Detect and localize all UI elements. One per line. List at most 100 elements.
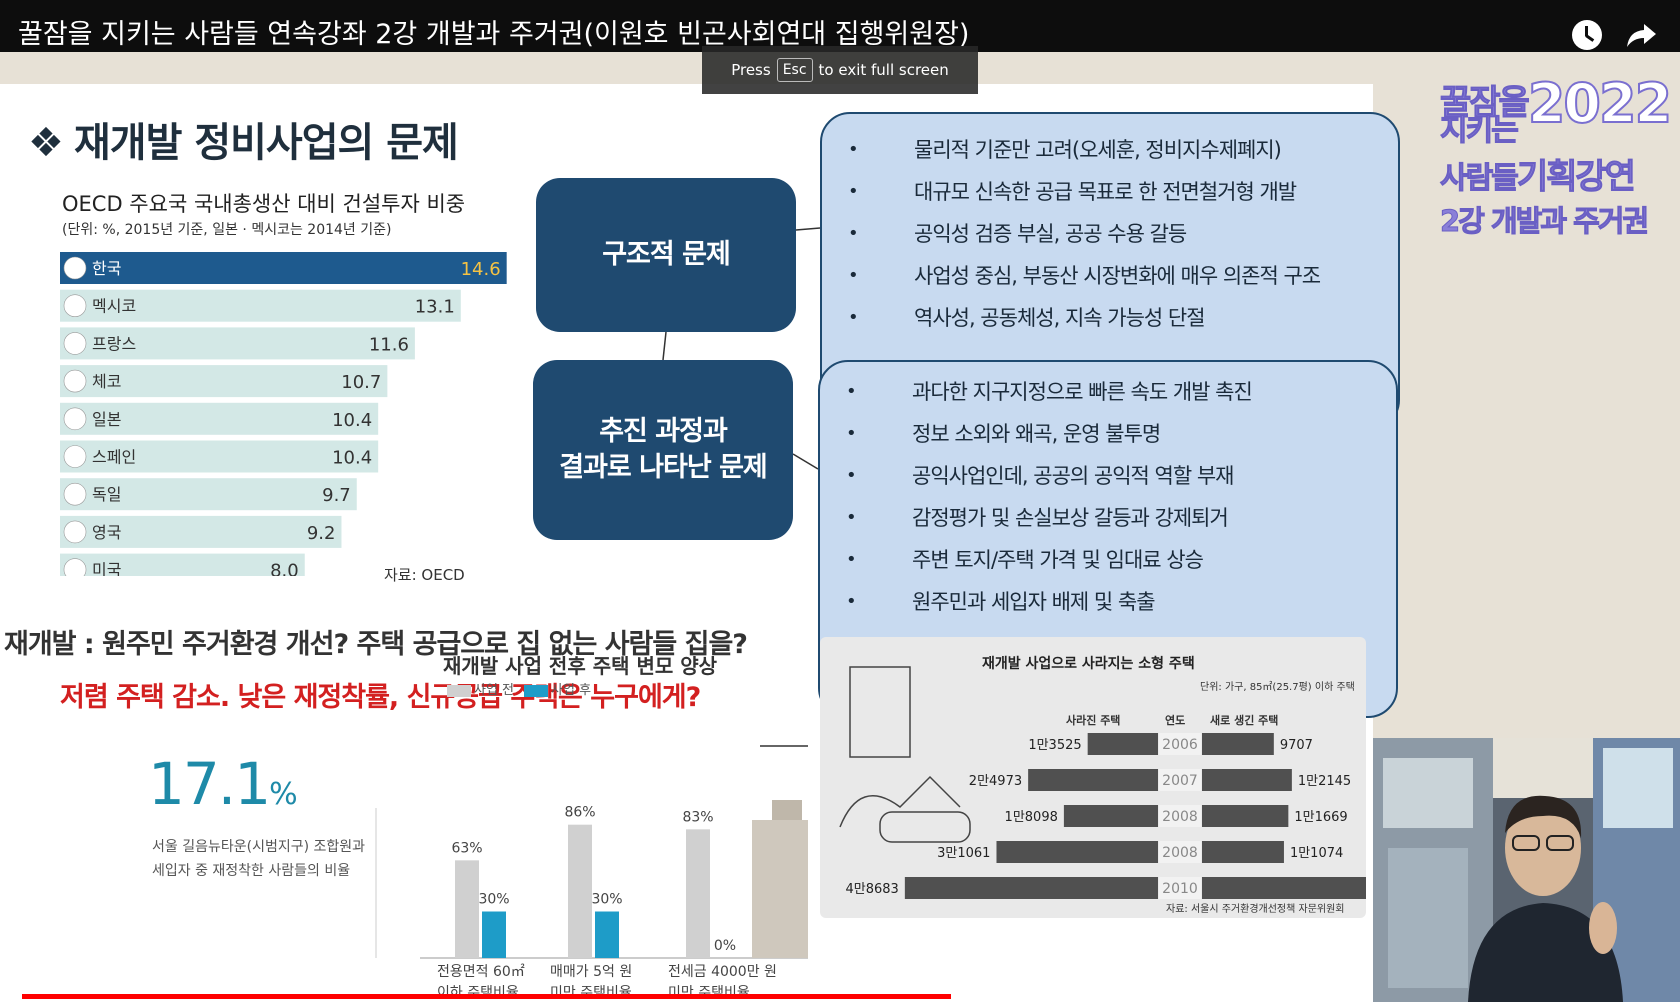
- flag-icon: [63, 407, 87, 431]
- resettlement-caption: 서울 길음뉴타운(시범지구) 조합원과 세입자 중 재정착한 사람들의 비율: [152, 839, 366, 879]
- bar-category-label: 프랑스: [92, 334, 136, 353]
- year-cell: [1159, 805, 1201, 827]
- presenter-webcam: [1373, 738, 1680, 1002]
- year-label: 2008: [1162, 845, 1198, 861]
- flag-icon: [63, 332, 87, 355]
- slide-title: ❖ 재개발 정비사업의 문제: [28, 110, 459, 168]
- bar-일본: [60, 402, 379, 435]
- new-houses-bar: [1202, 733, 1274, 755]
- oecd-chart-title: OECD 주요국 국내총생산 대비 건설투자 비중: [62, 192, 466, 216]
- new-houses-bar: [1202, 805, 1289, 827]
- lost-houses-bar: [996, 841, 1158, 863]
- logo-line2: 지키는: [1440, 113, 1520, 149]
- logo-line4: 2강 개발과 주거권: [1440, 204, 1650, 239]
- issue-item: 물리적 기준만 고려(오세훈, 정비지수제폐지): [848, 128, 1320, 170]
- structural-issues-list: 물리적 기준만 고려(오세훈, 정비지수제폐지)대규모 신속한 공급 목표로 한…: [848, 128, 1321, 338]
- lost-value-label: 3만1061: [937, 846, 990, 861]
- year-cell: [1159, 841, 1201, 863]
- fullscreen-toast: Press Esc to exit full screen: [702, 46, 978, 94]
- col-lost: 사라진 주택: [1066, 713, 1120, 727]
- year-label: 2008: [1162, 809, 1198, 825]
- bar-스페인: [60, 440, 379, 473]
- year-label: 2010: [1162, 881, 1198, 897]
- year-label: 2007: [1162, 773, 1198, 789]
- bar-category-label: 스페인: [92, 448, 136, 467]
- new-houses-bar: [1202, 877, 1366, 899]
- toast-after: to exit full screen: [818, 61, 949, 79]
- new-value-label: 1만2145: [1298, 774, 1351, 789]
- bar-value-label: 10.4: [332, 448, 372, 469]
- flag-icon: [63, 520, 87, 544]
- lecture-logo: 꿀잠을2022 지키는 사람들기획강연 2강 개발과 주거권: [1440, 71, 1675, 240]
- change-bar: [568, 824, 592, 958]
- change-bar: [595, 911, 619, 958]
- flag-icon: [63, 445, 87, 468]
- lost-value-label: 1만3525: [1028, 738, 1081, 753]
- year-cell: [1159, 877, 1201, 899]
- issue-item: 공익사업인데, 공공의 공익적 역할 부재: [846, 454, 1252, 496]
- new-value-label: 1만1669: [1294, 810, 1347, 825]
- bar-category-label: 일본: [92, 410, 121, 429]
- bar-value-label: 13.1: [415, 297, 455, 318]
- new-houses-bar: [1202, 769, 1292, 791]
- excavator-illustration: [839, 666, 971, 843]
- flag-icon: [63, 294, 87, 318]
- process-box-line2: 결과로 나타난 문제: [559, 452, 768, 483]
- issue-item: 정보 소외와 왜곡, 운영 불투명: [846, 412, 1252, 454]
- bar-category-label: 독일: [92, 485, 121, 504]
- change-bar-label: 30%: [478, 892, 509, 908]
- diamond-bullet-icon: ❖: [28, 120, 64, 166]
- lost-houses-bar: [1063, 805, 1158, 827]
- houses-unit: 단위: 가구, 85㎡(25.7평) 이하 주택: [1200, 680, 1355, 693]
- slide-title-text: 재개발 정비사업의 문제: [74, 120, 459, 166]
- bar-value-label: 14.6: [461, 259, 501, 280]
- issue-item: 대규모 신속한 공급 목표로 한 전면철거형 개발: [848, 170, 1320, 212]
- year-label: 2006: [1162, 737, 1198, 753]
- change-bar-label: 83%: [682, 809, 713, 825]
- legend-before: 사업 전: [447, 679, 514, 698]
- bar-value-label: 9.7: [322, 485, 351, 506]
- flag-icon: [63, 558, 87, 576]
- presenter-image: [1373, 738, 1680, 1002]
- issue-item: 감정평가 및 손실보상 갈등과 강제퇴거: [846, 496, 1252, 538]
- flag-icon: [63, 482, 87, 506]
- lost-value-label: 1만8098: [1005, 810, 1058, 825]
- housing-change-legend: 사업 전 사업 후: [447, 679, 591, 698]
- housing-change-title: 재개발 사업 전후 주택 변모 양상: [443, 654, 718, 678]
- issue-item: 원주민과 세입자 배제 및 축출: [846, 580, 1252, 622]
- bar-category-label: 체코: [92, 372, 121, 391]
- bar-미국: [60, 553, 305, 576]
- new-value-label: 9707: [1280, 738, 1313, 753]
- process-box-line1: 추진 과정과: [599, 415, 728, 447]
- bar-value-label: 8.0: [270, 561, 299, 576]
- bar-한국: [60, 252, 507, 284]
- video-progress-bar[interactable]: [22, 994, 952, 999]
- flag-icon: [63, 256, 87, 280]
- resettlement-percent: 17.1%: [148, 750, 298, 818]
- video-title[interactable]: 꿀잠을 지키는 사람들 연속강좌 2강 개발과 주거권(이원호 빈곤사회연대 집…: [18, 19, 970, 50]
- change-bar-label: 0%: [714, 938, 736, 954]
- lost-houses-bar: [1028, 769, 1158, 791]
- issue-item: 과다한 지구지정으로 빠른 속도 개발 촉진: [846, 370, 1253, 412]
- answer-heading: 저렴 주택 감소. 낮은 재정착률, 신규공급 주택은 누구에게?: [60, 682, 701, 713]
- year-cell: [1159, 733, 1201, 755]
- bar-value-label: 9.2: [307, 523, 336, 544]
- issue-item: 공익성 검증 부실, 공공 수용 갈등: [848, 212, 1320, 254]
- bar-체코: [60, 365, 388, 398]
- watch-later-clock-icon[interactable]: [1572, 20, 1602, 50]
- video-top-bar: 꿀잠을 지키는 사람들 연속강좌 2강 개발과 주거권(이원호 빈곤사회연대 집…: [0, 0, 1680, 52]
- bar-value-label: 11.6: [369, 334, 409, 355]
- lost-value-label: 2만4973: [969, 774, 1022, 789]
- oecd-chart-unit: (단위: %, 2015년 기준, 일본 · 멕시코는 2014년 기준): [62, 222, 392, 238]
- change-bar: [686, 829, 710, 958]
- col-year: 연도: [1165, 713, 1185, 727]
- lost-houses-bar: [904, 877, 1158, 899]
- small-houses-panel: 재개발 사업으로 사라지는 소형 주택 단위: 가구, 85㎡(25.7평) 이하…: [820, 637, 1366, 918]
- share-arrow-icon[interactable]: [1624, 18, 1658, 52]
- bar-category-label: 한국: [92, 259, 121, 278]
- lost-value-label: 4만8683: [846, 882, 899, 897]
- bar-category-label: 멕시코: [92, 297, 136, 316]
- issue-item: 사업성 중심, 부동산 시장변화에 매우 의존적 구조: [848, 254, 1321, 296]
